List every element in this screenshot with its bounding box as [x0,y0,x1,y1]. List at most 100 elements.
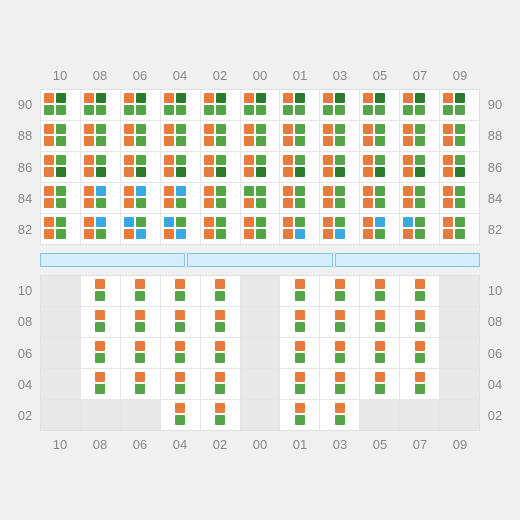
seat[interactable] [295,186,305,196]
seat-cell[interactable] [320,307,360,337]
seat-cell[interactable] [81,214,121,244]
seat[interactable] [124,186,134,196]
seat-cell[interactable] [400,152,440,182]
seat-cell[interactable] [81,90,121,120]
seat[interactable] [443,124,453,134]
seat[interactable] [375,229,385,239]
seat[interactable] [215,279,225,289]
seat[interactable] [164,124,174,134]
seat[interactable] [216,124,226,134]
seat[interactable] [96,198,106,208]
seat-cell[interactable] [400,121,440,151]
seat[interactable] [375,322,385,332]
seat[interactable] [363,217,373,227]
seat[interactable] [323,124,333,134]
seat[interactable] [443,93,453,103]
seat-cell[interactable] [201,338,241,368]
seat[interactable] [56,124,66,134]
seat[interactable] [256,186,266,196]
seat-cell[interactable] [161,121,201,151]
seat[interactable] [363,229,373,239]
seat-cell[interactable] [81,121,121,151]
seat[interactable] [295,167,305,177]
seat-cell[interactable] [81,152,121,182]
seat[interactable] [215,341,225,351]
seat[interactable] [375,279,385,289]
seat[interactable] [335,198,345,208]
seat[interactable] [96,136,106,146]
seat[interactable] [295,124,305,134]
seat[interactable] [335,279,345,289]
seat[interactable] [256,124,266,134]
seat[interactable] [124,105,134,115]
seat[interactable] [443,105,453,115]
seat[interactable] [295,403,305,413]
seat[interactable] [415,167,425,177]
seat[interactable] [443,229,453,239]
seat[interactable] [95,372,105,382]
seat[interactable] [415,136,425,146]
seat[interactable] [84,198,94,208]
seat[interactable] [295,353,305,363]
seat[interactable] [375,124,385,134]
seat[interactable] [56,105,66,115]
seat-cell[interactable] [360,369,400,399]
seat-cell[interactable] [360,183,400,213]
seat[interactable] [455,136,465,146]
seat[interactable] [216,105,226,115]
seat[interactable] [415,291,425,301]
seat[interactable] [95,322,105,332]
seat[interactable] [95,279,105,289]
seat[interactable] [283,186,293,196]
seat[interactable] [216,186,226,196]
seat[interactable] [403,124,413,134]
seat-cell[interactable] [360,152,400,182]
seat-cell[interactable] [320,369,360,399]
seat-cell[interactable] [320,400,360,430]
seat[interactable] [244,155,254,165]
seat[interactable] [216,93,226,103]
seat-cell[interactable] [161,400,201,430]
seat-cell[interactable] [360,276,400,306]
seat[interactable] [175,403,185,413]
seat[interactable] [175,279,185,289]
seat[interactable] [56,217,66,227]
seat[interactable] [135,291,145,301]
seat[interactable] [283,136,293,146]
seat[interactable] [204,229,214,239]
seat[interactable] [415,105,425,115]
seat[interactable] [96,186,106,196]
seat[interactable] [295,229,305,239]
seat[interactable] [164,136,174,146]
seat[interactable] [164,217,174,227]
seat[interactable] [44,93,54,103]
seat[interactable] [363,93,373,103]
seat[interactable] [124,155,134,165]
seat[interactable] [84,105,94,115]
seat[interactable] [335,341,345,351]
seat-cell[interactable] [201,152,241,182]
seat[interactable] [335,291,345,301]
seat[interactable] [216,217,226,227]
seat[interactable] [256,229,266,239]
seat-cell[interactable] [41,90,81,120]
seat[interactable] [375,155,385,165]
seat[interactable] [295,279,305,289]
seat[interactable] [244,198,254,208]
seat[interactable] [84,217,94,227]
seat[interactable] [375,136,385,146]
seat[interactable] [136,198,146,208]
seat[interactable] [335,105,345,115]
seat[interactable] [56,229,66,239]
seat-cell[interactable] [81,183,121,213]
seat[interactable] [455,186,465,196]
seat[interactable] [84,124,94,134]
seat[interactable] [175,353,185,363]
seat[interactable] [415,93,425,103]
seat[interactable] [176,105,186,115]
seat[interactable] [256,155,266,165]
seat-cell[interactable] [121,369,161,399]
seat[interactable] [164,105,174,115]
seat[interactable] [283,229,293,239]
seat[interactable] [175,310,185,320]
